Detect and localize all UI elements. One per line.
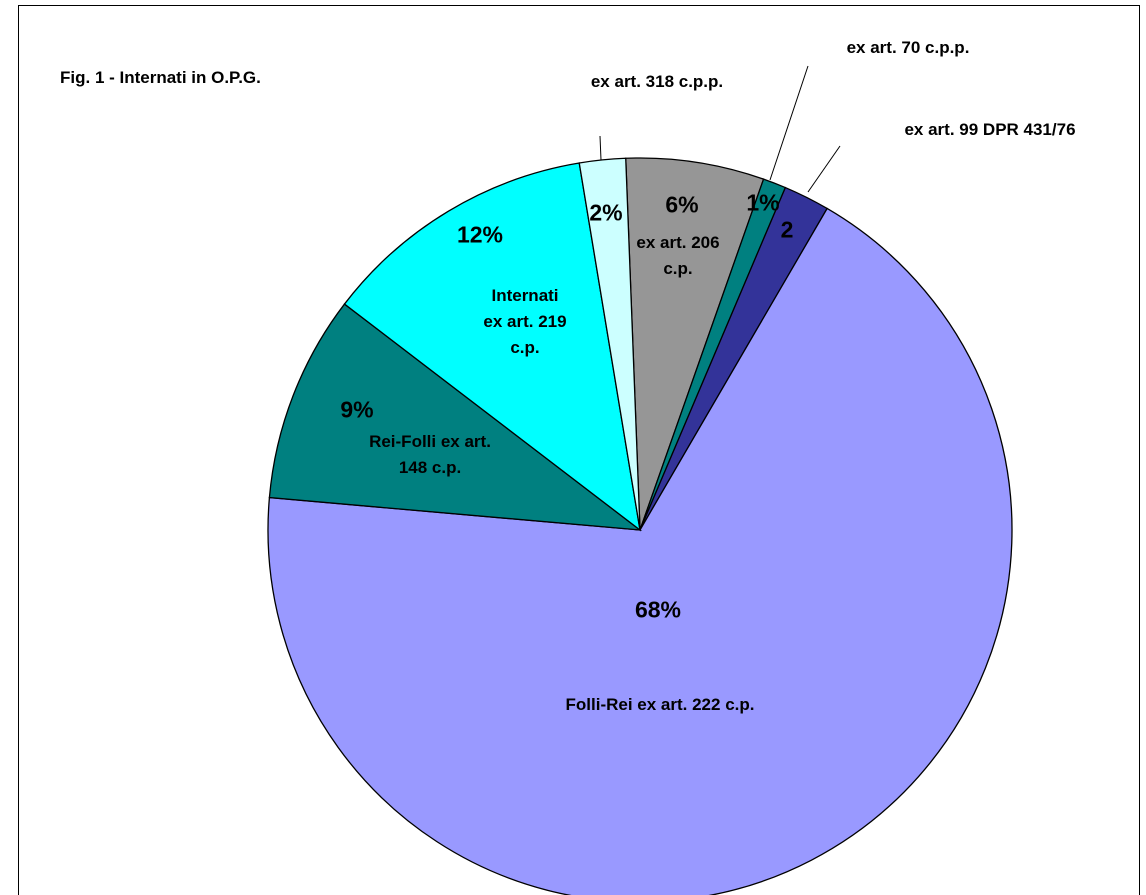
- data-label: 2: [780, 216, 794, 243]
- leader-line: [769, 65, 809, 181]
- slice-label: ex art. 70 c.p.p.: [846, 38, 970, 57]
- data-label: 6%: [665, 191, 699, 218]
- pie-slice: [625, 157, 765, 531]
- leader-line: [599, 135, 602, 161]
- leader-line: [807, 145, 841, 193]
- slice-label: Rei-Folli ex art. 148 c.p.: [369, 432, 491, 477]
- chart-title: Fig. 1 - Internati in O.P.G.: [60, 68, 261, 87]
- slice-label: Folli-Rei ex art. 222 c.p.: [565, 695, 755, 714]
- data-label: 68%: [634, 596, 682, 623]
- data-label: 1%: [746, 189, 780, 216]
- data-label: 9%: [340, 396, 374, 423]
- data-label: 12%: [456, 221, 504, 248]
- pie-slice: [578, 157, 641, 531]
- slice-label: ex art. 206 c.p.: [636, 233, 720, 278]
- pie-slice: [267, 207, 1013, 895]
- pie-slice: [343, 162, 641, 532]
- slice-label: ex art. 99 DPR 431/76: [904, 120, 1076, 139]
- data-label: 2%: [589, 199, 623, 226]
- chart-frame: [18, 5, 1140, 895]
- slice-label: Internati ex art. 219 c.p.: [483, 286, 567, 357]
- pie-slice: [268, 303, 643, 531]
- slice-label: ex art. 318 c.p.p.: [590, 72, 724, 91]
